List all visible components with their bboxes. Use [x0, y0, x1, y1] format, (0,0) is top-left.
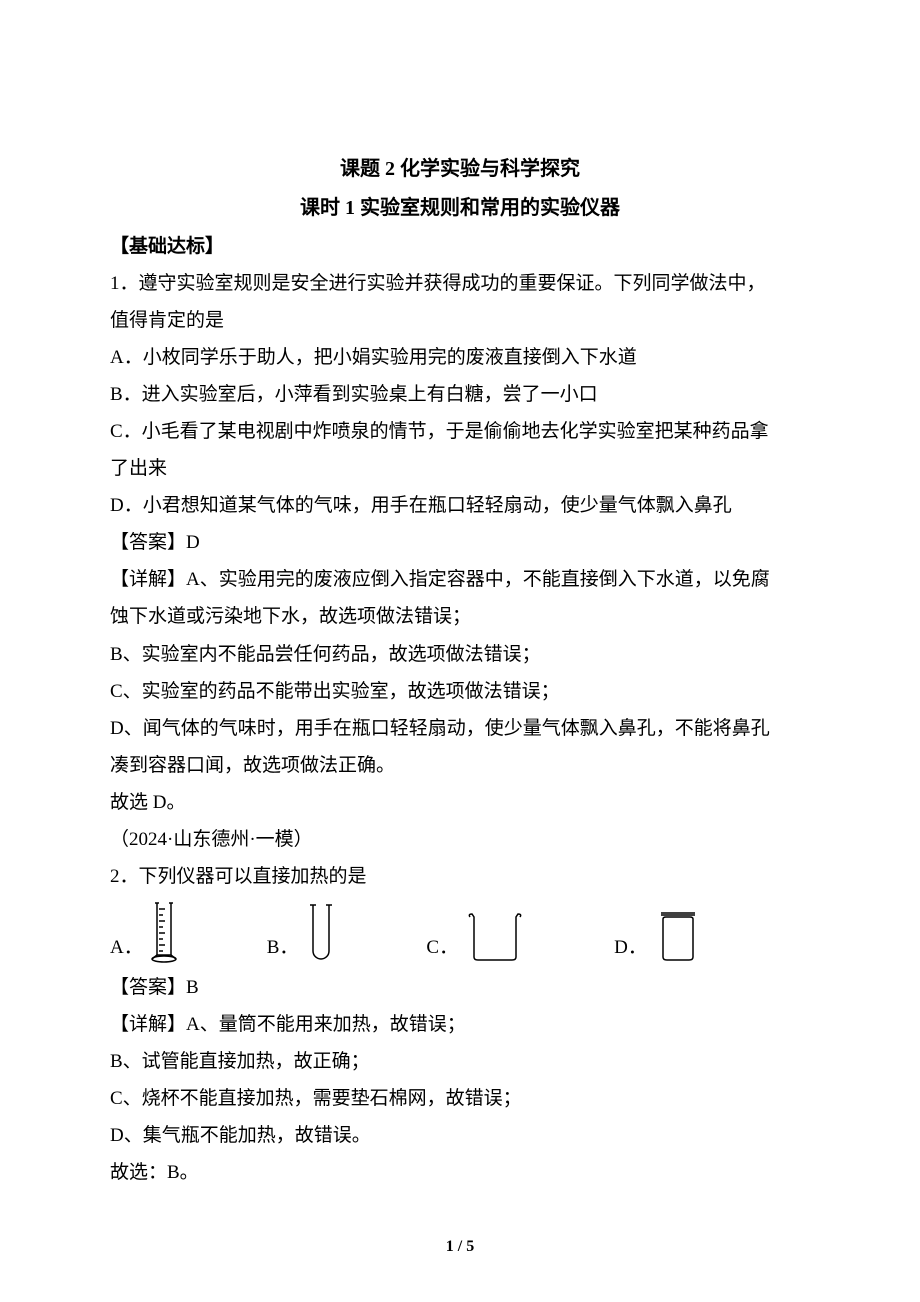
q2-label-b: B．	[267, 938, 299, 963]
q1-opt-c-l1: C．小毛看了某电视剧中炸喷泉的情节，于是偷偷地去化学实验室把某种药品拿	[110, 413, 810, 450]
q1-exp-d-l1: D、闻气体的气味时，用手在瓶口轻轻扇动，使少量气体飘入鼻孔，不能将鼻孔	[110, 710, 810, 747]
q1-exp-a-l2: 蚀下水道或污染地下水，故选项做法错误；	[110, 598, 810, 635]
gas-jar-icon	[653, 911, 703, 963]
q1-opt-d: D．小君想知道某气体的气味，用手在瓶口轻轻扇动，使少量气体飘入鼻孔	[110, 487, 810, 524]
q1-conclusion: 故选 D。	[110, 784, 810, 821]
graduated-cylinder-icon	[149, 901, 179, 963]
q1-exp-c: C、实验室的药品不能带出实验室，故选项做法错误；	[110, 673, 810, 710]
q1-exp-a-l1: 【详解】A、实验用完的废液应倒入指定容器中，不能直接倒入下水道，以免腐	[110, 561, 810, 598]
section-basic: 【基础达标】	[110, 228, 810, 265]
q2-label-d: D．	[614, 938, 647, 963]
q2-options-row: A． B． C．	[110, 901, 810, 963]
q2-item-a: A．	[110, 901, 179, 963]
q2-exp-b: B、试管能直接加热，故正确；	[110, 1043, 810, 1080]
q1-answer: 【答案】D	[110, 524, 810, 561]
q2-stem: 2．下列仪器可以直接加热的是	[110, 858, 810, 895]
q1-stem-l2: 值得肯定的是	[110, 302, 810, 339]
q2-item-b: B．	[267, 901, 339, 963]
q2-label-c: C．	[426, 938, 458, 963]
q2-item-c: C．	[426, 911, 526, 963]
q2-label-a: A．	[110, 938, 143, 963]
q2-source: （2024·山东德州·一模）	[110, 821, 810, 858]
test-tube-icon	[304, 901, 338, 963]
q1-stem-l1: 1．遵守实验室规则是安全进行实验并获得成功的重要保证。下列同学做法中，	[110, 265, 810, 302]
page-number: 1 / 5	[0, 1231, 920, 1262]
q2-item-d: D．	[614, 911, 703, 963]
q1-opt-c-l2: 了出来	[110, 450, 810, 487]
beaker-icon	[464, 911, 526, 963]
sub-title: 课时 1 实验室规则和常用的实验仪器	[110, 189, 810, 228]
q1-opt-b: B．进入实验室后，小萍看到实验桌上有白糖，尝了一小口	[110, 376, 810, 413]
main-title: 课题 2 化学实验与科学探究	[110, 150, 810, 189]
q2-conclusion: 故选：B。	[110, 1154, 810, 1191]
q1-exp-b: B、实验室内不能品尝任何药品，故选项做法错误；	[110, 636, 810, 673]
q2-exp-a: 【详解】A、量筒不能用来加热，故错误；	[110, 1006, 810, 1043]
q2-exp-c: C、烧杯不能直接加热，需要垫石棉网，故错误；	[110, 1080, 810, 1117]
q2-answer: 【答案】B	[110, 969, 810, 1006]
q1-exp-d-l2: 凑到容器口闻，故选项做法正确。	[110, 747, 810, 784]
q1-opt-a: A．小枚同学乐于助人，把小娟实验用完的废液直接倒入下水道	[110, 339, 810, 376]
q2-exp-d: D、集气瓶不能加热，故错误。	[110, 1117, 810, 1154]
